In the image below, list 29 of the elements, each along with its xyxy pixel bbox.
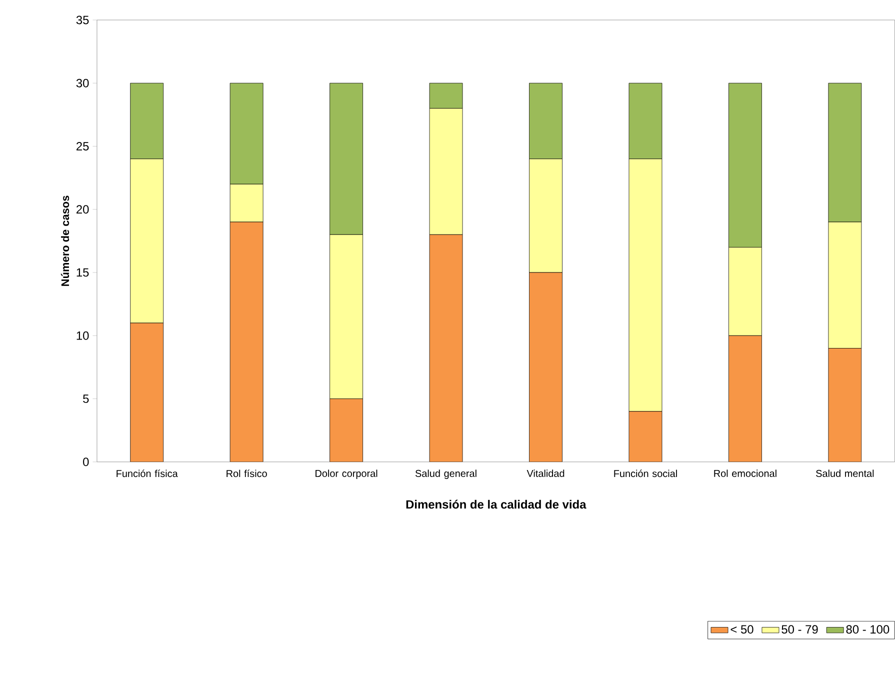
y-tick-label: 25 bbox=[76, 142, 89, 151]
bar bbox=[230, 222, 264, 462]
y-axis-title: Número de casos bbox=[60, 196, 70, 286]
legend-label: 50 - 79 bbox=[782, 625, 818, 634]
y-tick-label: 15 bbox=[76, 268, 89, 277]
x-tick-label: Salud general bbox=[415, 470, 476, 480]
bar bbox=[628, 411, 662, 462]
bar bbox=[130, 322, 164, 462]
x-axis-title: Dimensión de la calidad de vida bbox=[406, 500, 586, 509]
x-tick-label: Rol emocional bbox=[714, 470, 776, 478]
legend-label: 80 - 100 bbox=[846, 625, 890, 634]
bar bbox=[330, 398, 363, 462]
bar bbox=[728, 336, 762, 462]
bar bbox=[529, 272, 562, 462]
x-tick-label: Vitalidad bbox=[526, 470, 564, 478]
x-tick-label: Salud mental bbox=[816, 470, 874, 478]
x-tick-label: Función social bbox=[614, 470, 677, 478]
y-tick-label: 20 bbox=[76, 205, 89, 214]
y-tick-label: 10 bbox=[76, 331, 89, 340]
y-tick-label: 5 bbox=[83, 394, 89, 404]
x-tick-label: Dolor corporal bbox=[316, 470, 378, 480]
x-tick-label: Función física bbox=[116, 470, 178, 478]
bar bbox=[828, 348, 862, 462]
y-tick-label: 0 bbox=[83, 458, 89, 466]
legend-label: < 50 bbox=[730, 625, 754, 634]
y-tick-label: 35 bbox=[76, 16, 89, 24]
bar bbox=[429, 234, 463, 462]
y-tick-label: 30 bbox=[76, 78, 89, 88]
x-tick-label: Rol físico bbox=[226, 470, 267, 478]
